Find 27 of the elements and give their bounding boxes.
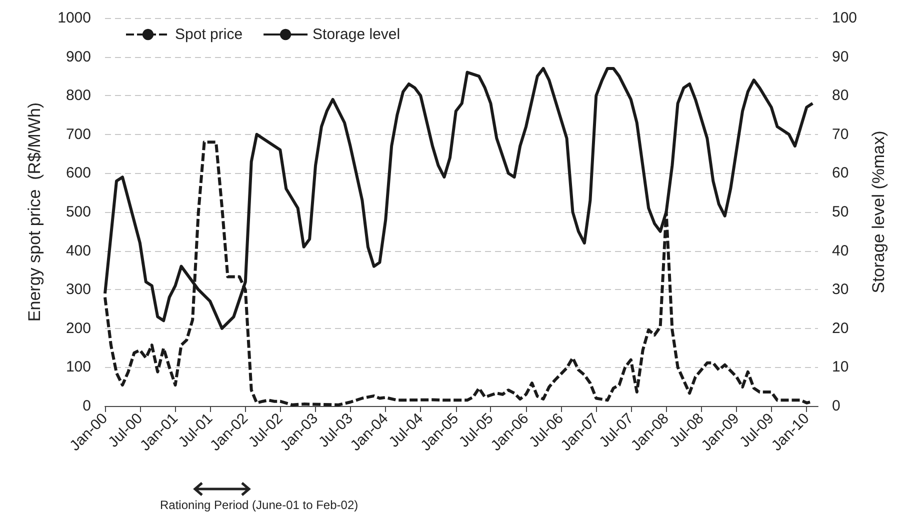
y-tick-label: 300 xyxy=(66,281,91,298)
y-tick-label: 700 xyxy=(66,126,91,143)
y2-axis-title: Storage level (%max) xyxy=(869,130,888,294)
y2-tick-label: 10 xyxy=(832,358,849,376)
y2-tick-label: 60 xyxy=(832,164,849,182)
y2-tick-label: 90 xyxy=(832,48,849,66)
y-tick-label: 500 xyxy=(66,204,91,220)
y2-tick-label: 80 xyxy=(832,87,849,104)
y2-tick-label: 70 xyxy=(832,126,849,143)
y2-tick-label: 40 xyxy=(832,242,849,260)
y-tick-label: 400 xyxy=(66,242,91,260)
y-tick-label: 100 xyxy=(66,358,91,376)
y-tick-label: 800 xyxy=(66,87,91,104)
legend-label: Storage level xyxy=(312,26,400,43)
y2-tick-label: 0 xyxy=(832,398,840,414)
text: Rationing Period (June-01 to Feb-02) xyxy=(160,498,358,512)
y2-tick-label: 20 xyxy=(832,320,849,337)
y-tick-label: 0 xyxy=(82,398,91,414)
y-tick-label: 200 xyxy=(66,320,91,337)
legend-label: Spot price xyxy=(175,26,243,43)
y-axis-title: Energy spot price (R$/MWh) xyxy=(25,102,44,322)
y2-tick-label: 30 xyxy=(832,281,849,298)
y2-tick-label: 50 xyxy=(832,204,849,220)
y-tick-label: 1000 xyxy=(58,10,91,26)
y-tick-label: 900 xyxy=(66,48,91,66)
y2-tick-label: 100 xyxy=(832,10,858,26)
y-tick-label: 600 xyxy=(66,164,91,182)
